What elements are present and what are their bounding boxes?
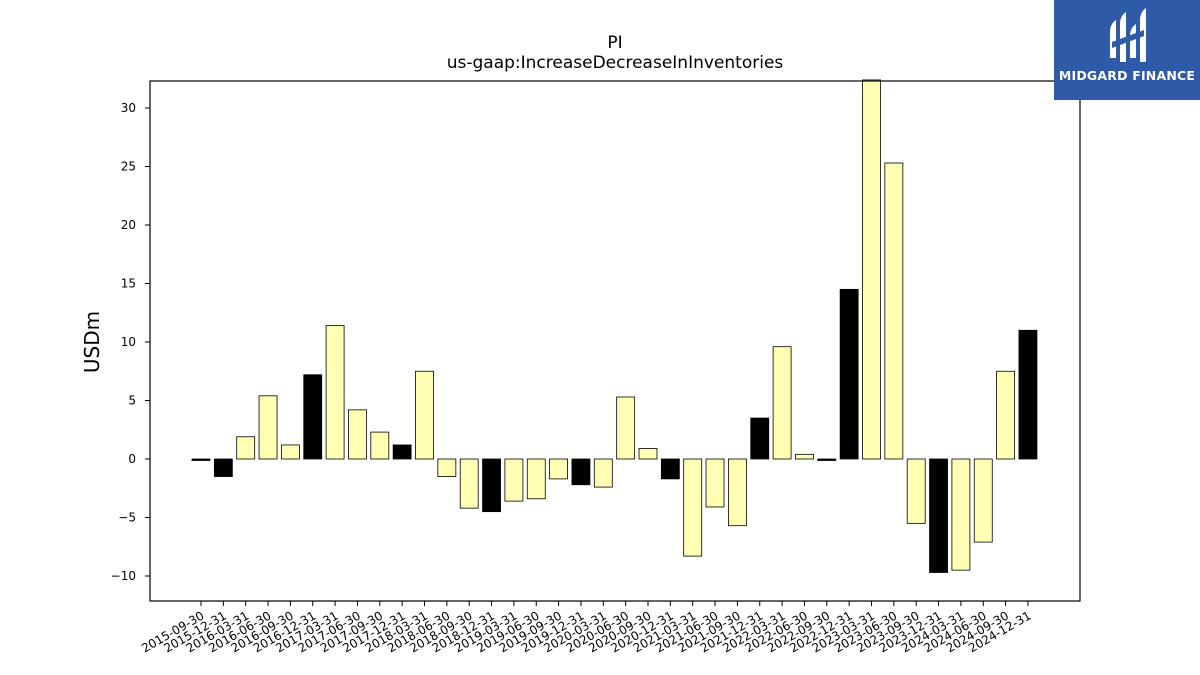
bar-2018-06-30 — [437, 458, 457, 477]
bar-2016-06-30 — [258, 395, 278, 460]
bar-2015-12-31 — [213, 458, 233, 477]
bar-2020-09-30 — [638, 448, 658, 460]
bar-2023-06-30 — [884, 162, 904, 460]
chart-subtitle: us-gaap:IncreaseDecreaseInInventories — [447, 53, 784, 73]
bar-2015-09-30 — [191, 458, 211, 461]
bar-2024-12-31 — [1018, 329, 1038, 460]
bar-2022-06-30 — [795, 453, 814, 460]
bar-2023-12-31 — [929, 458, 948, 573]
y-tick-label: 20 — [121, 218, 136, 232]
midgard-logo-icon — [1110, 8, 1146, 62]
bar-2022-03-31 — [772, 346, 792, 460]
bar-2021-09-30 — [728, 458, 747, 527]
brand-logo: MIDGARD FINANCE — [1054, 0, 1200, 100]
brand-name: MIDGARD FINANCE — [1058, 68, 1196, 83]
bar-2017-03-31 — [325, 325, 345, 460]
bar-2024-06-30 — [973, 458, 993, 543]
y-axis-label: USDm — [80, 311, 104, 373]
bar-2021-03-31 — [683, 458, 703, 557]
bar-2016-09-30 — [280, 444, 300, 460]
bar-2016-12-31 — [303, 374, 323, 460]
bar-2017-12-31 — [392, 444, 412, 460]
y-tick-label: 15 — [121, 277, 136, 291]
bar-2023-03-31 — [862, 79, 881, 460]
bar-2018-12-31 — [482, 458, 501, 513]
bar-2019-06-30 — [526, 458, 546, 500]
bar-2024-09-30 — [996, 370, 1015, 460]
y-tick-label: 0 — [128, 452, 136, 466]
y-axis: −10 −5 0 5 10 15 20 25 30 — [111, 101, 150, 583]
bar-2021-12-31 — [750, 417, 770, 460]
bar-2017-09-30 — [370, 431, 390, 460]
chart-title: PI — [607, 33, 622, 53]
y-tick-label: 5 — [128, 394, 136, 408]
y-tick-label: 25 — [121, 160, 136, 174]
bar-2018-03-31 — [415, 370, 434, 460]
bar-2021-06-30 — [705, 458, 725, 508]
bar-2019-03-31 — [504, 458, 524, 502]
bar-2019-12-31 — [571, 458, 591, 486]
plot-frame — [149, 80, 1081, 602]
bar-2024-03-31 — [951, 458, 971, 571]
bars-group — [191, 79, 1038, 573]
bar-2020-03-31 — [593, 458, 613, 488]
bar-2020-12-31 — [660, 458, 680, 480]
y-tick-label: 10 — [121, 335, 136, 349]
bar-2016-03-31 — [236, 436, 256, 460]
x-axis: 2015-09-302015-12-312016-03-312016-06-30… — [139, 601, 1033, 655]
y-tick-label: −5 — [118, 511, 136, 525]
bar-2023-09-30 — [906, 458, 926, 524]
y-tick-label: 30 — [121, 101, 136, 115]
y-tick-label: −10 — [111, 569, 136, 583]
bar-2022-09-30 — [817, 458, 837, 461]
bar-2018-09-30 — [459, 458, 479, 509]
bar-2019-09-30 — [549, 458, 568, 480]
bar-2022-12-31 — [839, 288, 859, 460]
bar-2017-06-30 — [348, 409, 367, 460]
bar-2020-06-30 — [616, 396, 636, 460]
